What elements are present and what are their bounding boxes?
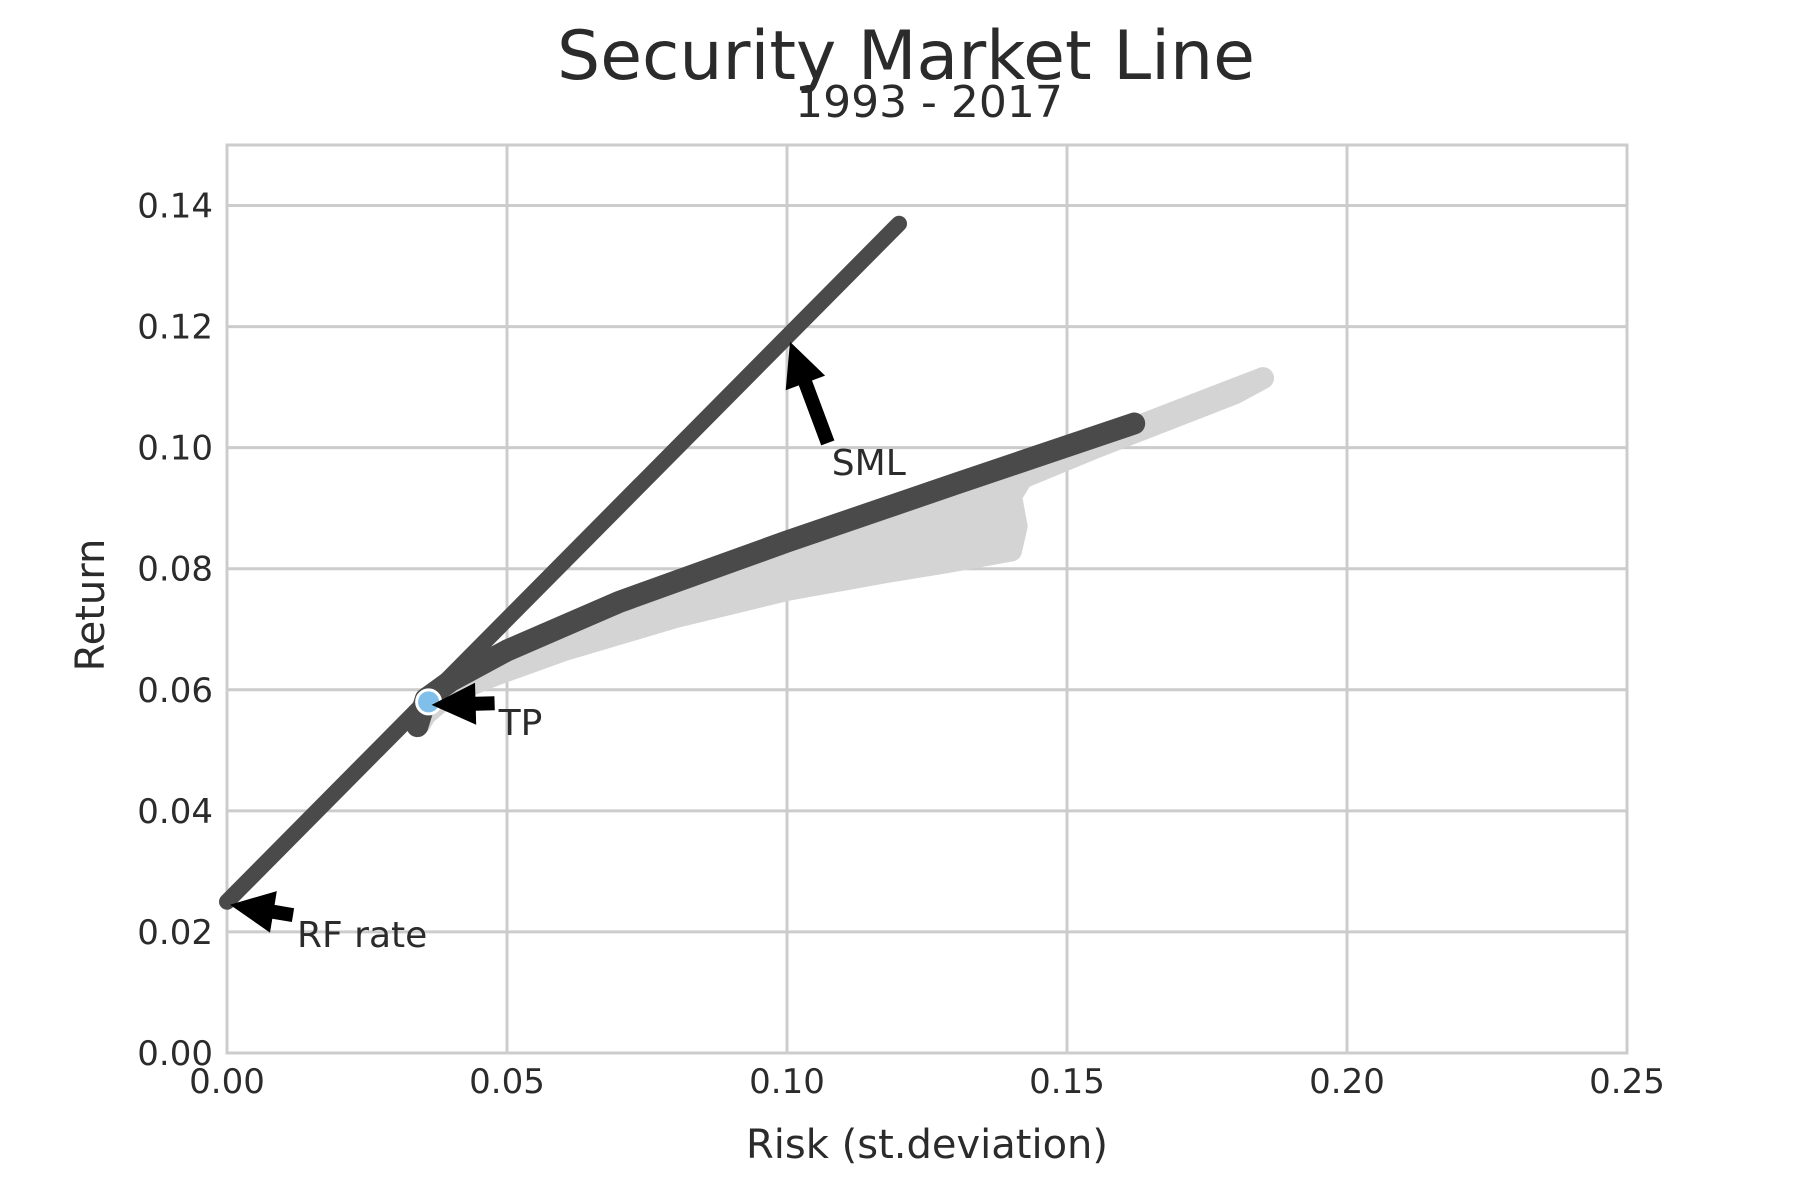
y-tick-label: 0.06 bbox=[137, 671, 213, 711]
x-tick-label: 0.05 bbox=[469, 1062, 545, 1102]
y-tick-label: 0.10 bbox=[137, 429, 213, 469]
x-axis-label: Risk (st.deviation) bbox=[746, 1122, 1108, 1168]
portfolio-cloud bbox=[409, 367, 1274, 735]
x-tick-label: 0.25 bbox=[1589, 1062, 1665, 1102]
x-tick-label: 0.00 bbox=[189, 1062, 265, 1102]
y-tick-label: 0.04 bbox=[137, 792, 213, 832]
rf-rate-annotation-label: RF rate bbox=[297, 915, 427, 956]
y-tick-label: 0.00 bbox=[137, 1034, 213, 1074]
sml-annotation-label: SML bbox=[832, 443, 906, 484]
y-tick-label: 0.12 bbox=[137, 308, 213, 348]
y-tick-label: 0.08 bbox=[137, 550, 213, 590]
tp-annotation-label: TP bbox=[498, 703, 543, 744]
annotations: SML TP RF rate bbox=[230, 341, 906, 956]
chart-title: Security Market Line bbox=[557, 17, 1255, 96]
grid bbox=[225, 145, 1629, 1055]
chart-subtitle: 1993 - 2017 bbox=[795, 77, 1063, 128]
tp-arrow bbox=[431, 682, 495, 725]
sml-line bbox=[219, 215, 907, 910]
x-tick-label: 0.20 bbox=[1309, 1062, 1385, 1102]
y-tick-label: 0.02 bbox=[137, 913, 213, 953]
y-tick-label: 0.14 bbox=[137, 187, 213, 227]
sml-arrow bbox=[785, 341, 835, 446]
x-tick-label: 0.15 bbox=[1029, 1062, 1105, 1102]
plot-frame bbox=[225, 143, 1629, 1055]
x-tick-label: 0.10 bbox=[749, 1062, 825, 1102]
rf-rate-arrow bbox=[230, 891, 295, 933]
tick-labels: 0.00 0.05 0.10 0.15 0.20 0.25 0.00 0.02 0.04 0.06… bbox=[137, 187, 1665, 1102]
tangency-point-marker bbox=[415, 688, 443, 716]
y-axis-label: Return bbox=[68, 539, 114, 672]
